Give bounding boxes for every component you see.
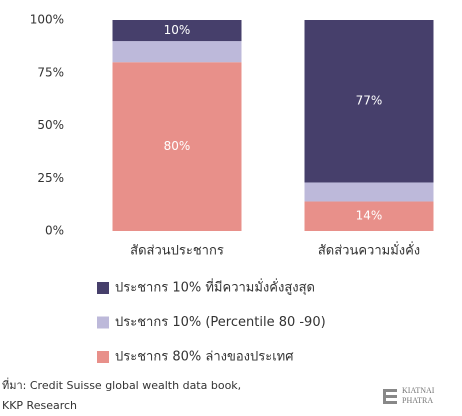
x-tick-label: สัดส่วนความมั่งคั่ง xyxy=(318,242,420,259)
bar-segment xyxy=(304,182,434,202)
legend-swatch xyxy=(97,282,109,294)
x-tick-label: สัดส่วนประชากร xyxy=(130,244,224,259)
source: KKP Research xyxy=(2,399,77,412)
legend-label: ประชากร 10% ที่มีความมั่งคั่งสูงสุด xyxy=(115,279,315,296)
logo-mark xyxy=(383,389,397,404)
y-tick-label: 50% xyxy=(37,118,64,132)
y-tick-label: 100% xyxy=(30,13,64,27)
bar-segment xyxy=(112,41,242,63)
y-tick-label: 75% xyxy=(37,65,64,79)
y-tick-label: 0% xyxy=(45,224,64,238)
value-label: 14% xyxy=(356,209,383,223)
legend-label: ประชากร 10% (Percentile 80 -90) xyxy=(115,315,326,330)
legend-swatch xyxy=(97,351,109,363)
logo-text: PHATRA xyxy=(402,396,433,405)
y-tick-label: 25% xyxy=(37,171,64,185)
bar-segment xyxy=(304,201,434,231)
logo-text: KIATNAI xyxy=(402,386,435,395)
bar-segment xyxy=(112,20,242,42)
value-label: 10% xyxy=(164,23,191,37)
legend-swatch xyxy=(97,316,109,329)
bar-segment xyxy=(112,62,242,232)
value-label: 80% xyxy=(164,139,191,153)
source: ที่มา: Credit Suisse global wealth data … xyxy=(2,377,241,392)
bar-segment xyxy=(304,20,434,183)
value-label: 77% xyxy=(356,94,383,108)
legend-label: ประชากร 80% ล่างของประเทศ xyxy=(115,350,294,365)
